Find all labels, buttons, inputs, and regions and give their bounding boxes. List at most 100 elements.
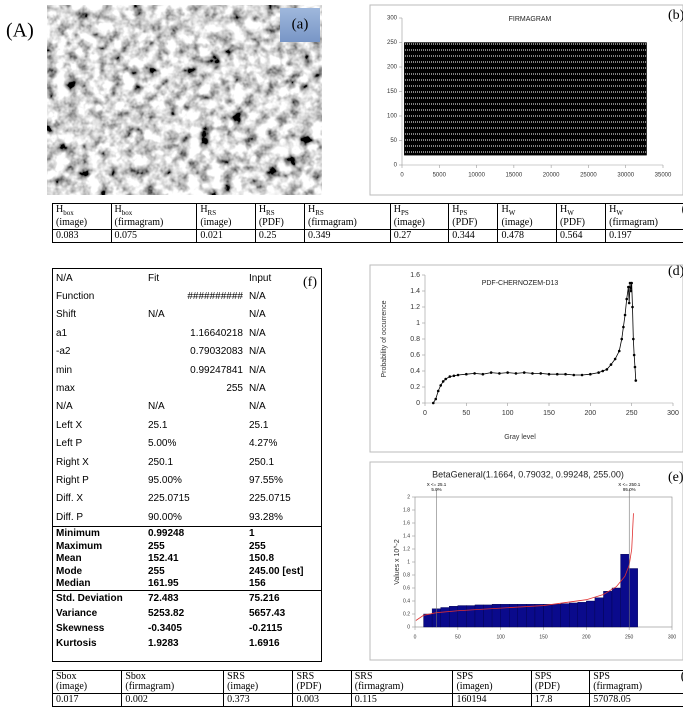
y-tick-label: 1.6 <box>403 520 410 526</box>
header-subscript: PS <box>401 209 409 217</box>
value-cell: 0.197 <box>605 229 683 243</box>
pdf-point <box>539 372 543 375</box>
x-tick-label: 100 <box>496 634 505 640</box>
pdf-point <box>522 371 526 374</box>
stats-cell: 0.79032083 <box>190 346 243 358</box>
header-cell: Hbox (firmagram) <box>110 203 198 230</box>
x-tick-label: 25000 <box>580 173 597 179</box>
histogram-bar <box>569 602 578 628</box>
y-tick-label: 200 <box>387 65 398 71</box>
header-cell: Sbox (firmagram) <box>121 670 225 694</box>
x-tick-label: 250 <box>625 634 634 640</box>
pdf-point <box>630 281 633 285</box>
stats-row: Shift N/A N/A <box>53 306 321 324</box>
header-name: SRS <box>354 671 373 682</box>
stats-cell: N/A <box>56 401 73 413</box>
y-tick-label: 1.2 <box>403 546 410 552</box>
stats-cell: Diff. X <box>56 493 84 505</box>
y-tick-label: 50 <box>390 138 397 144</box>
stats-cell: -0.3405 <box>148 622 182 634</box>
stats-cell: -0.2115 <box>249 622 283 634</box>
y-tick-label: 1.8 <box>403 507 410 513</box>
value-cell: 0.27 <box>389 229 450 243</box>
stats-cell: Std. Deviation <box>56 592 123 604</box>
panel-label: (f) <box>303 275 317 290</box>
signal-envelope <box>404 42 647 156</box>
panel-label: (d) <box>668 264 683 279</box>
header-symbol: H <box>609 204 617 215</box>
stats-cell: N/A <box>249 383 266 395</box>
histogram-bar <box>466 605 476 628</box>
pdf-point <box>589 372 592 376</box>
y-tick-label: 0.2 <box>410 384 420 391</box>
stats-row: Function ########## N/A <box>53 287 321 305</box>
header-name: SRS <box>296 671 315 682</box>
stats-cell: N/A <box>249 291 266 303</box>
stats-cell: Diff. P <box>56 511 84 523</box>
histogram-bar <box>474 604 484 628</box>
header-cell: SPS (PDF) <box>530 670 591 694</box>
header-symbol: H <box>56 204 64 215</box>
y-tick-label: 0.4 <box>403 598 410 604</box>
y-tick-label: 0 <box>407 624 410 630</box>
table-g: Sbox (image) Sbox (firmagram) SRS (image) SRS(… <box>51 670 683 707</box>
pdf-point <box>456 373 460 377</box>
stats-cell: N/A <box>56 272 73 284</box>
header-cell: SPS(firmagram) (g) <box>589 670 683 694</box>
stats-row: Left X 25.1 25.1 <box>53 416 321 434</box>
histogram-bar <box>526 604 536 628</box>
histogram-bar <box>543 604 553 628</box>
chart-title: PDF-CHERNOZEM-D13 <box>482 280 559 287</box>
chart-title: BetaGeneral(1.1664, 0.79032, 0.99248, 25… <box>432 469 624 479</box>
stats-row: Kurtosis 1.9283 1.6916 <box>53 636 321 651</box>
y-tick-label: 0.8 <box>410 336 420 343</box>
stats-cell: Input <box>249 272 272 284</box>
header-symbol: H <box>452 204 460 215</box>
panel-label: (c) <box>681 203 683 217</box>
y-tick-label: 150 <box>387 89 398 95</box>
stats-cell: 150.8 <box>249 553 275 565</box>
stats-cell: 255 <box>226 383 243 395</box>
stats-cell: 5253.82 <box>148 607 185 619</box>
panel-label: (e) <box>668 470 683 485</box>
pdf-point <box>625 297 629 301</box>
histogram-bar <box>517 604 527 628</box>
x-tick-label: 0 <box>414 634 417 640</box>
pdf-point <box>601 369 605 373</box>
stats-cell: N/A <box>148 309 165 321</box>
header-qualifier: (image) <box>200 217 232 228</box>
stats-row: Minimum 0.99248 1 <box>53 527 321 540</box>
x-tick-label: 300 <box>667 410 679 417</box>
stats-cell: 250.1 <box>249 456 275 468</box>
histogram-bar <box>491 604 501 628</box>
stats-cell: 161.95 <box>148 578 179 590</box>
stats-cell: 5.00% <box>148 438 177 450</box>
marker-label: X <= 25.1 <box>427 482 447 487</box>
stats-cell: Minimum <box>56 528 100 540</box>
x-tick-label: 0 <box>400 173 404 179</box>
histogram-bar <box>586 600 596 628</box>
header-qualifier: (image) <box>393 217 425 228</box>
header-cell: HW (PDF) <box>555 203 607 230</box>
chart-title: FIRMAGRAM <box>509 16 552 23</box>
pdf-point <box>597 371 600 374</box>
x-tick-label: 150 <box>539 634 548 640</box>
y-tick-label: 0.6 <box>410 352 420 359</box>
value-cell: 0.083 <box>52 229 112 243</box>
stats-section: Minimum 0.99248 1 Maximum 255 255 Mean 152.41 15… <box>53 526 321 591</box>
stats-row: Variance 5253.82 5657.43 <box>53 606 321 621</box>
histogram-bar <box>628 568 638 628</box>
stats-cell: Maximum <box>56 540 103 552</box>
x-tick-label: 200 <box>582 634 591 640</box>
value-cell: 57078.05 <box>589 693 683 707</box>
x-tick-label: 20000 <box>543 173 560 179</box>
marker-percent: 5.0% <box>431 487 441 492</box>
value-cell: 0.349 <box>303 229 391 243</box>
header-row: Hbox (image) Hbox (firmagram) HRS (image) HRS(… <box>52 203 683 230</box>
pdf-point <box>622 325 625 329</box>
histogram-bar <box>457 605 467 628</box>
stats-cell: 156 <box>249 578 266 590</box>
stats-cell: -a2 <box>56 346 71 358</box>
header-name: Sbox <box>125 671 146 682</box>
stats-cell: 93.28% <box>249 511 283 523</box>
